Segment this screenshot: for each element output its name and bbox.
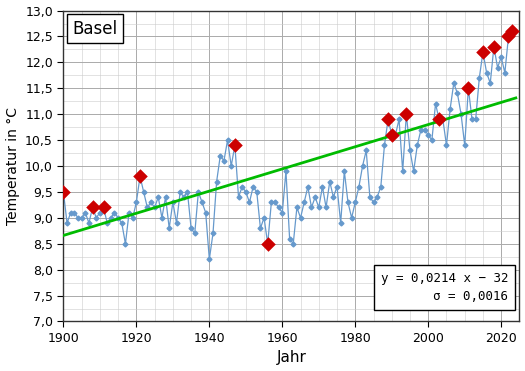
Point	[464, 85, 473, 91]
Text: y = 0,0214 x − 32
σ = 0,0016: y = 0,0214 x − 32 σ = 0,0016	[381, 272, 508, 303]
X-axis label: Jahr: Jahr	[277, 351, 307, 365]
Point	[490, 44, 498, 50]
Point	[435, 116, 444, 122]
Point	[508, 28, 517, 34]
Point	[99, 204, 108, 210]
Y-axis label: Temperatur in °C: Temperatur in °C	[6, 107, 19, 225]
Point	[230, 142, 239, 148]
Point	[264, 241, 272, 247]
Point	[505, 33, 513, 39]
Point	[387, 132, 396, 138]
Point	[384, 116, 392, 122]
Point	[59, 189, 68, 195]
Point	[479, 49, 487, 55]
Point	[136, 173, 144, 179]
Point	[402, 111, 411, 117]
Text: Basel: Basel	[72, 20, 118, 38]
Point	[88, 204, 97, 210]
